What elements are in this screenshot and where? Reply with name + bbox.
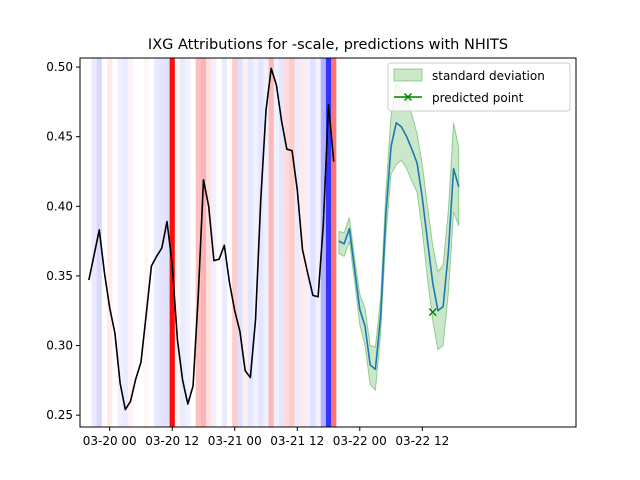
x-axis: 03-20 00 03-20 12 03-21 00 03-21 12 03-22 00… bbox=[83, 427, 449, 448]
attribution-band-14 bbox=[195, 58, 201, 427]
legend-label-predicted-point: predicted point bbox=[432, 91, 524, 105]
attribution-band-7 bbox=[153, 58, 160, 427]
attribution-band-3 bbox=[117, 58, 123, 427]
x-tick-label: 03-22 12 bbox=[395, 434, 449, 448]
y-tick-label: 0.30 bbox=[46, 339, 73, 353]
attribution-band-0 bbox=[91, 58, 97, 427]
std-deviation-band bbox=[338, 82, 460, 392]
attribution-band-17 bbox=[211, 58, 217, 427]
attribution-band-13 bbox=[185, 58, 191, 427]
attribution-band-18 bbox=[221, 58, 227, 427]
attribution-band-22 bbox=[247, 58, 253, 427]
attribution-band-27 bbox=[273, 58, 280, 427]
y-tick-label: 0.50 bbox=[46, 60, 73, 74]
prediction-line bbox=[338, 121, 460, 371]
attribution-band-24 bbox=[258, 58, 264, 427]
attribution-band-1 bbox=[96, 58, 102, 427]
attribution-band-6 bbox=[143, 58, 149, 427]
attribution-band-19 bbox=[232, 58, 238, 427]
attribution-band-34 bbox=[310, 58, 316, 427]
attribution-band-26 bbox=[268, 58, 274, 427]
attribution-band-9 bbox=[164, 58, 170, 427]
legend-label-standard-deviation: standard deviation bbox=[432, 69, 545, 83]
attribution-bands bbox=[91, 58, 337, 427]
attribution-band-12 bbox=[180, 58, 186, 427]
y-tick-label: 0.25 bbox=[46, 408, 73, 422]
attribution-band-8 bbox=[159, 58, 165, 427]
x-tick-label: 03-20 00 bbox=[83, 434, 137, 448]
attribution-band-5 bbox=[127, 58, 134, 427]
attribution-band-29 bbox=[284, 58, 290, 427]
y-tick-label: 0.35 bbox=[46, 269, 73, 283]
legend-point-marker bbox=[404, 93, 412, 101]
legend: standard deviation predicted point bbox=[387, 62, 571, 112]
attribution-band-20 bbox=[237, 58, 243, 427]
x-tick-label: 03-21 12 bbox=[270, 434, 324, 448]
attribution-band-4 bbox=[122, 58, 128, 427]
attribution-band-11 bbox=[174, 58, 181, 427]
attribution-band-21 bbox=[242, 58, 248, 427]
y-tick-label: 0.45 bbox=[46, 130, 73, 144]
x-tick-label: 03-20 12 bbox=[145, 434, 199, 448]
series-layer bbox=[88, 67, 460, 411]
attribution-band-28 bbox=[279, 58, 285, 427]
plot-frame bbox=[79, 57, 577, 428]
attribution-band-36 bbox=[320, 58, 326, 427]
attribution-band-16 bbox=[206, 58, 212, 427]
chart-title: IXG Attributions for -scale, predictions… bbox=[148, 37, 508, 53]
attribution-band-33 bbox=[305, 58, 311, 427]
attribution-band-2 bbox=[107, 58, 113, 427]
x-tick-label: 03-21 00 bbox=[208, 434, 262, 448]
attribution-band-23 bbox=[252, 58, 259, 427]
attribution-band-25 bbox=[263, 58, 269, 427]
attribution-band-30 bbox=[289, 58, 295, 427]
legend-band-swatch bbox=[393, 68, 423, 82]
history-line bbox=[88, 67, 335, 411]
attribution-band-37 bbox=[325, 58, 332, 427]
attribution-band-38 bbox=[331, 58, 337, 427]
x-tick-label: 03-22 00 bbox=[333, 434, 387, 448]
legend-x-marker bbox=[404, 93, 412, 101]
attribution-band-31 bbox=[294, 58, 300, 427]
attribution-band-15 bbox=[200, 58, 207, 427]
legend-box bbox=[387, 62, 571, 112]
y-tick-label: 0.40 bbox=[46, 199, 73, 213]
y-axis: 0.25 0.30 0.35 0.40 0.45 0.50 bbox=[46, 60, 80, 422]
predicted-point-marker bbox=[428, 308, 437, 317]
attribution-band-35 bbox=[315, 58, 321, 427]
attribution-band-10 bbox=[169, 58, 175, 427]
